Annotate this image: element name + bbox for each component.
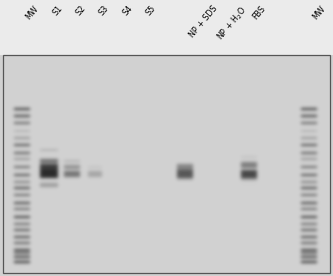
- Text: MW: MW: [311, 4, 327, 21]
- Text: NP + H$_2$O: NP + H$_2$O: [214, 4, 250, 43]
- Text: FBS: FBS: [251, 4, 267, 22]
- Text: MW: MW: [24, 4, 41, 21]
- Text: S4: S4: [121, 4, 134, 18]
- Text: S1: S1: [51, 4, 64, 18]
- Text: S3: S3: [98, 4, 111, 18]
- Text: NP + SDS: NP + SDS: [187, 4, 219, 39]
- Text: S2: S2: [74, 4, 88, 18]
- Text: S5: S5: [144, 4, 158, 18]
- Bar: [3, 55, 330, 273]
